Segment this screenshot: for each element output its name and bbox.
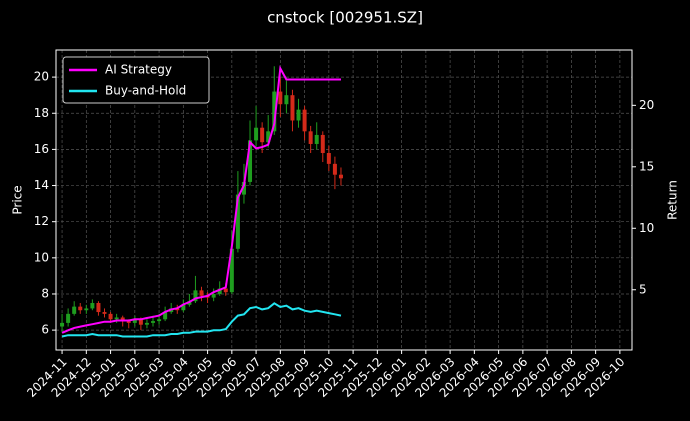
candle-body [66, 313, 71, 323]
y-tick-label: 10 [34, 250, 49, 264]
y2-tick-label: 20 [639, 98, 654, 112]
candle-body [284, 95, 289, 105]
y-tick-label: 20 [34, 70, 49, 84]
y2-tick-label: 5 [639, 282, 647, 296]
candle-body [248, 140, 253, 182]
candle-body [108, 313, 113, 320]
y-tick-label: 8 [41, 286, 49, 300]
y-axis-label: Price [11, 185, 25, 214]
y-tick-label: 14 [34, 178, 49, 192]
y2-axis-label: Return [666, 180, 680, 220]
candle-body [290, 95, 295, 121]
candle-body [235, 194, 240, 249]
candle-body [338, 174, 343, 179]
candle-body [78, 306, 83, 311]
candle-body [296, 109, 301, 121]
candle-body [96, 303, 101, 313]
y-tick-label: 6 [41, 323, 49, 337]
candle-body [254, 127, 259, 141]
y-tick-label: 18 [34, 106, 49, 120]
legend-label: AI Strategy [105, 63, 172, 77]
y2-tick-label: 10 [639, 221, 654, 235]
y-tick-label: 12 [34, 214, 49, 228]
candle-body [308, 131, 313, 144]
candle-body [126, 321, 131, 323]
candle-body [199, 290, 204, 296]
candle-body [272, 91, 277, 132]
candle-body [138, 319, 143, 325]
candle-body [144, 322, 149, 325]
candle-body [181, 304, 186, 311]
candle-body [72, 306, 77, 314]
candle-body [132, 319, 137, 323]
candle-body [278, 91, 283, 105]
candle-body [60, 322, 65, 327]
candle-body [217, 288, 222, 294]
series-line [61, 302, 342, 338]
candle-body [223, 288, 228, 293]
candle-body [102, 312, 107, 314]
candle-body [314, 134, 319, 144]
candle-body [114, 317, 119, 320]
candle-body [302, 109, 307, 132]
candle-body [260, 127, 265, 143]
legend: AI Strategy Buy-and-Hold [62, 56, 210, 104]
candle-body [193, 290, 198, 302]
candle-body [332, 163, 337, 175]
candle-body [266, 131, 271, 143]
candle-body [326, 153, 331, 164]
plot-frame [55, 49, 633, 351]
candle-body [84, 308, 89, 311]
candle-body [157, 319, 162, 322]
legend-label: Buy-and-Hold [105, 84, 186, 98]
candle-body [320, 134, 325, 154]
candle-body [163, 312, 168, 320]
candle-body [175, 308, 180, 311]
y2-tick-label: 15 [639, 159, 654, 173]
candle-body [151, 321, 156, 323]
series-line [61, 65, 341, 334]
chart-title: cnstock [002951.SZ] [267, 9, 423, 27]
candle-body [120, 317, 125, 322]
candle-body [211, 293, 216, 298]
candle-body [229, 248, 234, 293]
candle-body [90, 303, 95, 309]
y-tick-label: 16 [34, 142, 49, 156]
legend-box [62, 56, 210, 104]
candle-body [241, 181, 246, 195]
